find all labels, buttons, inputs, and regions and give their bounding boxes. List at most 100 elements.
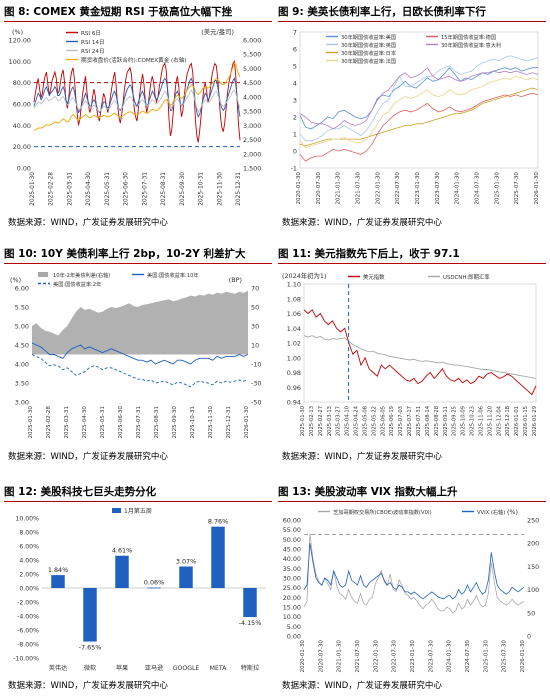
- x-tick-label: 2025-06-30: [124, 172, 130, 206]
- x-tick-label: 2025-05-31: [105, 172, 111, 206]
- y-tick-label: 2.00%: [19, 572, 39, 579]
- y-tick-label: 25.00: [283, 584, 301, 592]
- x-tick-label: 2025-07-31: [136, 406, 142, 439]
- x-tick-label: 2023-07-30: [428, 640, 434, 673]
- y2-tick-label: 5,000: [243, 65, 261, 73]
- y2-tick-label: 1,500: [243, 165, 261, 173]
- x-tick-label: 2025-03-27: [336, 406, 342, 436]
- panel-source: 数据来源：WIND，广发证券发展研究中心: [282, 681, 442, 691]
- panel-source: 数据来源：WIND，广发证券发展研究中心: [8, 681, 168, 691]
- y-tick-label: 5: [293, 63, 297, 71]
- y-tick-label: 1.02: [287, 340, 301, 348]
- x-tick-label: 2025-10-23: [470, 406, 476, 436]
- x-tick-label: 特斯拉: [241, 664, 260, 672]
- x-tick-label: 2025-09-11: [443, 406, 449, 436]
- y-tick-label: 0: [293, 148, 297, 156]
- x-tick-label: 2025-10-31: [199, 172, 205, 206]
- y2-tick-label: 5,500: [243, 51, 261, 59]
- bar: [179, 566, 193, 588]
- y-tick-label: 1.04: [287, 325, 301, 333]
- x-tick-label: 2025-07-31: [142, 172, 148, 206]
- y2-tick-label: 6,000: [243, 37, 261, 45]
- y-axis-unit: (%): [12, 28, 23, 36]
- y-tick-label: 4.50: [15, 342, 29, 350]
- x-tick-label: 2025-08-31: [161, 172, 167, 206]
- x-tick-label: 2025-09-30: [172, 406, 178, 439]
- y-tick-label: 3.00: [15, 399, 29, 407]
- x-tick-label: 2020-07-30: [316, 172, 322, 205]
- series-line: [299, 67, 538, 130]
- bar: [51, 575, 65, 588]
- y-tick-label: 4.00: [15, 361, 29, 369]
- panel-source: 数据来源：WIND，广发证券发展研究中心: [8, 452, 168, 462]
- chart-fig9: -1 0 1 2 3 4 5 6 7 2020-01-30 2020-07-30 2021-01-30…: [291, 29, 540, 205]
- y-tick-label: 40.00: [283, 555, 301, 563]
- data-label: 8.76%: [208, 518, 228, 526]
- y-tick-label: 0.00%: [19, 586, 39, 593]
- x-tick-label: 2025-06-05: [380, 406, 386, 436]
- y2-tick-label: 150: [527, 563, 539, 571]
- y-tick-label: 1: [293, 131, 297, 139]
- x-tick-label: 2025-12-31: [236, 172, 242, 206]
- x-tick-label: 2025-04-30: [86, 172, 92, 206]
- x-tick-label: 2025-08-28: [434, 406, 440, 436]
- x-tick-label: 2025-02-28: [49, 172, 55, 206]
- y-tick-label: -1: [291, 165, 297, 173]
- y-tick-label: 1.00: [287, 354, 301, 362]
- x-tick-label: 2025-07-03: [398, 406, 404, 436]
- y-tick-label: 0.96: [287, 384, 301, 392]
- y-tick-label: 50.00: [283, 536, 301, 544]
- legend-label: 15年期国债收益率:德国: [441, 33, 496, 41]
- x-tick-label: 2025-04-24: [354, 405, 360, 436]
- data-label: -4.15%: [239, 619, 262, 627]
- x-tick-label: 2022-01-30: [373, 640, 379, 673]
- y2-tick-label: -10: [251, 361, 261, 369]
- y-tick-label: 6.00: [15, 285, 29, 293]
- x-tick-label: 2020-01-30: [296, 172, 302, 205]
- x-tick-label: 2025-10-09: [461, 406, 467, 436]
- panel-fig10: 图 10: 10Y 美债利率上行 2bp，10-2Y 利差扩大 3.00 3.50…: [4, 246, 272, 466]
- y-tick-label: 20.00: [13, 143, 31, 151]
- x-tick-label: META: [210, 665, 228, 672]
- y-tick-label: 7: [293, 29, 297, 37]
- x-tick-label: 2025-02-27: [318, 406, 324, 436]
- y2-tick-label: 30: [251, 323, 259, 331]
- x-tick-label: 2025-12-18: [505, 406, 511, 436]
- x-tick-label: 2022-07-30: [392, 640, 398, 673]
- y2-tick-label: 100: [527, 586, 539, 594]
- y-tick-label: 8.00%: [19, 530, 39, 537]
- y-tick-label: 10.00: [283, 613, 301, 621]
- y-tick-label: 5.50: [15, 304, 29, 312]
- data-label: 0.06%: [144, 579, 164, 587]
- panel-fig12: 图 12: 美股科技七巨头走势分化 -10.00% -8.00% -6.00% -4.…: [4, 484, 272, 694]
- chart-fig12: -10.00% -8.00% -6.00% -4.00% -2.00% 0.00% 2.00…: [13, 507, 266, 672]
- legend-label: 30年期国债收益率:日本: [341, 49, 396, 57]
- y2-axis-unit: (%): [507, 508, 518, 516]
- y2-axis-unit: (美元/盎司): [201, 27, 234, 36]
- x-tick-label: 2025-11-20: [487, 406, 493, 436]
- y-tick-label: 60.00: [13, 101, 31, 109]
- chart-fig11: 0.94 0.96 0.98 1.00 1.02 1.04 1.06 1.08 1.10(202…: [282, 271, 538, 436]
- x-tick-label: 2021-01-30: [337, 640, 343, 673]
- y2-tick-label: -50: [251, 399, 261, 407]
- y2-tick-label: 50: [251, 304, 259, 312]
- y-tick-label: 80.00: [13, 79, 31, 87]
- series-line: [299, 55, 539, 142]
- panel-fig13: 图 13: 美股波动率 VIX 指数大幅上升 0.00 5.00 10.00 15.0…: [278, 484, 546, 694]
- title-rule: [278, 263, 546, 264]
- legend-label: 美元指数: [363, 273, 385, 281]
- series-line: [31, 342, 249, 365]
- y-tick-label: 0.98: [287, 369, 301, 377]
- x-tick-label: 2025-05-31: [100, 406, 106, 439]
- x-tick-label: 2025-09-30: [180, 172, 186, 206]
- y2-tick-label: 2,500: [243, 136, 261, 144]
- series-line: [303, 543, 525, 600]
- panel-title: 图 10: 10Y 美债利率上行 2bp，10-2Y 利差扩大: [4, 248, 246, 260]
- y2-tick-label: 10: [251, 342, 259, 350]
- y2-tick-label: 200: [527, 540, 539, 548]
- x-tick-label: 2025-02-13: [309, 406, 315, 436]
- y-tick-label: 40.00: [13, 122, 31, 130]
- data-label: 3.07%: [176, 558, 196, 566]
- y2-tick-label: 3,000: [243, 122, 261, 130]
- x-tick-label: 2025-01-30: [30, 172, 36, 206]
